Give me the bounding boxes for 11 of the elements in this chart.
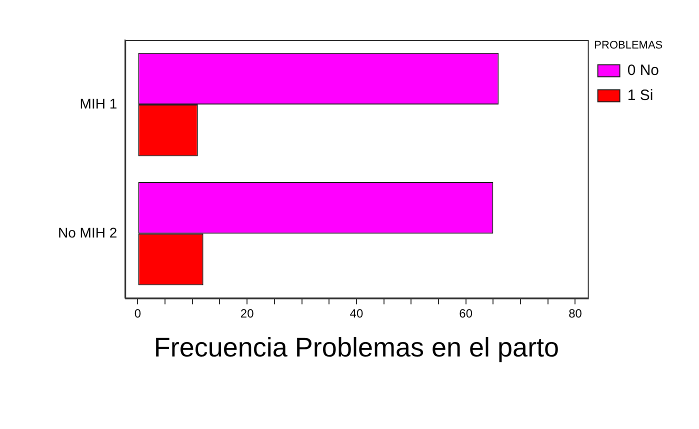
legend-label: 1 Si	[627, 86, 654, 104]
x-tick-label: 20	[240, 306, 254, 321]
legend-label: 0 No	[627, 62, 660, 79]
legend-title: PROBLEMAS	[594, 40, 663, 52]
x-tick-label: 40	[350, 306, 364, 321]
x-tick-label: 80	[568, 306, 582, 321]
y-tick-label: MIH 1	[80, 95, 118, 112]
x-tick-label: 0	[134, 306, 142, 321]
y-tick-label: No MIH 2	[58, 224, 118, 241]
x-tick-label: 60	[459, 306, 473, 321]
x-axis-title: Frecuencia Problemas en el parto	[154, 332, 560, 362]
